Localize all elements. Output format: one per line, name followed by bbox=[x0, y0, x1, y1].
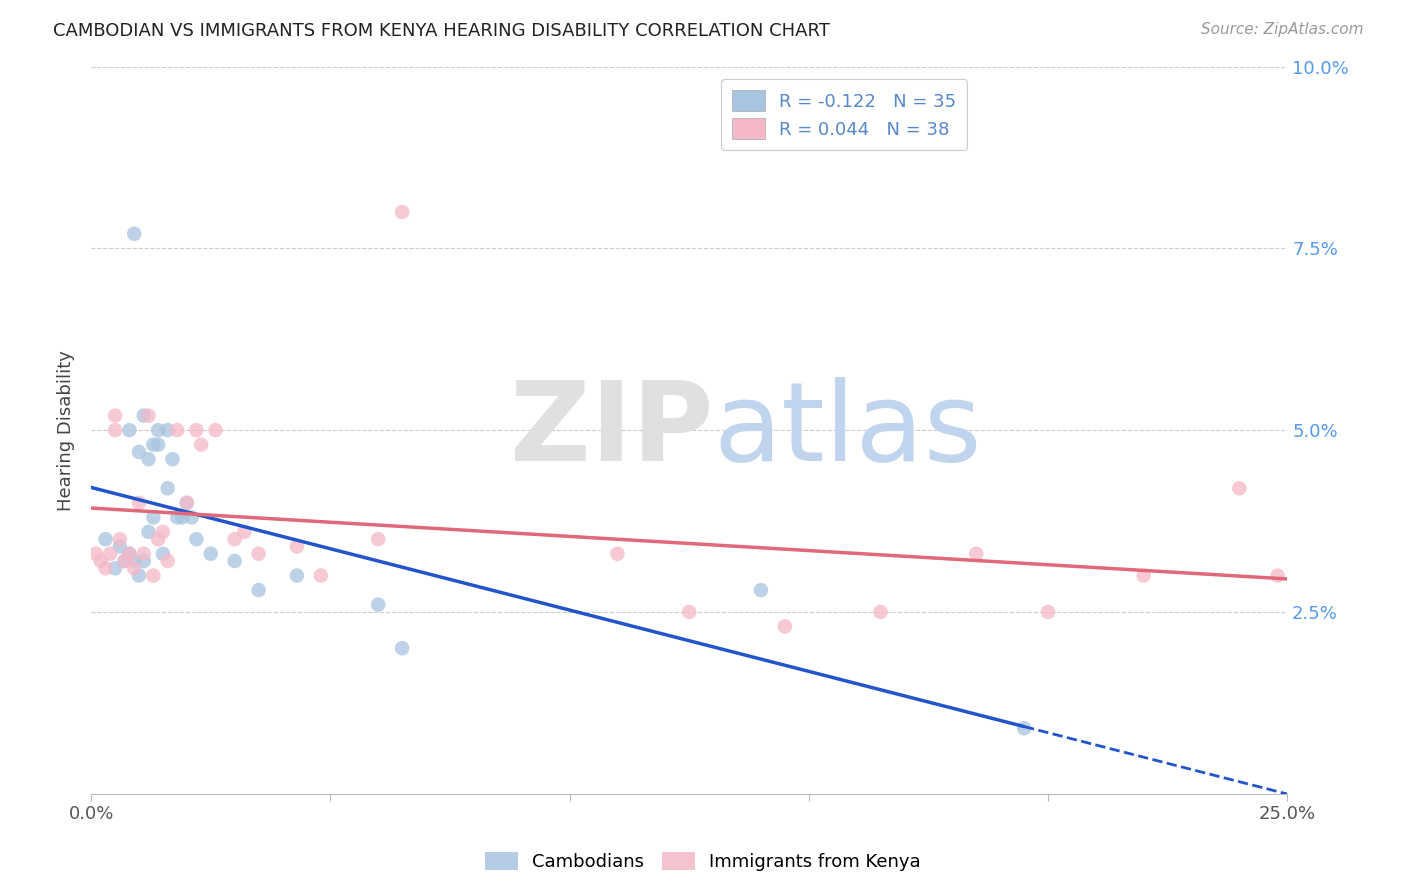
Cambodians bbox=[128, 568, 150, 582]
Cambodians bbox=[94, 532, 117, 546]
Immigrants from Kenya bbox=[204, 423, 226, 437]
Cambodians bbox=[1012, 721, 1035, 735]
Immigrants from Kenya bbox=[114, 554, 136, 568]
Cambodians bbox=[152, 547, 174, 561]
Cambodians bbox=[146, 438, 169, 452]
Cambodians bbox=[156, 423, 179, 437]
Cambodians bbox=[118, 423, 141, 437]
Cambodians bbox=[170, 510, 193, 524]
Immigrants from Kenya bbox=[156, 554, 179, 568]
Cambodians bbox=[132, 409, 155, 423]
Immigrants from Kenya bbox=[1036, 605, 1059, 619]
Cambodians bbox=[200, 547, 222, 561]
Immigrants from Kenya bbox=[309, 568, 332, 582]
Immigrants from Kenya bbox=[224, 532, 246, 546]
Cambodians bbox=[142, 510, 165, 524]
Text: atlas: atlas bbox=[713, 376, 981, 483]
Immigrants from Kenya bbox=[94, 561, 117, 575]
Cambodians bbox=[104, 561, 127, 575]
Immigrants from Kenya bbox=[606, 547, 628, 561]
Immigrants from Kenya bbox=[84, 547, 107, 561]
Legend: Cambodians, Immigrants from Kenya: Cambodians, Immigrants from Kenya bbox=[478, 845, 928, 879]
Cambodians bbox=[118, 547, 141, 561]
Text: Source: ZipAtlas.com: Source: ZipAtlas.com bbox=[1201, 22, 1364, 37]
Cambodians bbox=[146, 423, 169, 437]
Immigrants from Kenya bbox=[166, 423, 188, 437]
Text: CAMBODIAN VS IMMIGRANTS FROM KENYA HEARING DISABILITY CORRELATION CHART: CAMBODIAN VS IMMIGRANTS FROM KENYA HEARI… bbox=[53, 22, 831, 40]
Immigrants from Kenya bbox=[104, 409, 127, 423]
Immigrants from Kenya bbox=[104, 423, 127, 437]
Immigrants from Kenya bbox=[247, 547, 270, 561]
Y-axis label: Hearing Disability: Hearing Disability bbox=[58, 350, 75, 510]
Immigrants from Kenya bbox=[391, 205, 413, 219]
Cambodians bbox=[132, 554, 155, 568]
Immigrants from Kenya bbox=[138, 409, 160, 423]
Immigrants from Kenya bbox=[176, 496, 198, 510]
Cambodians bbox=[138, 452, 160, 467]
Immigrants from Kenya bbox=[1267, 568, 1289, 582]
Immigrants from Kenya bbox=[90, 554, 112, 568]
Immigrants from Kenya bbox=[132, 547, 155, 561]
Immigrants from Kenya bbox=[1227, 481, 1250, 495]
Immigrants from Kenya bbox=[1132, 568, 1154, 582]
Cambodians bbox=[180, 510, 202, 524]
Cambodians bbox=[142, 438, 165, 452]
Immigrants from Kenya bbox=[122, 561, 145, 575]
Cambodians bbox=[162, 452, 184, 467]
Immigrants from Kenya bbox=[190, 438, 212, 452]
Immigrants from Kenya bbox=[142, 568, 165, 582]
Cambodians bbox=[122, 554, 145, 568]
Cambodians bbox=[391, 641, 413, 656]
Immigrants from Kenya bbox=[186, 423, 208, 437]
Immigrants from Kenya bbox=[128, 496, 150, 510]
Immigrants from Kenya bbox=[965, 547, 987, 561]
Immigrants from Kenya bbox=[869, 605, 891, 619]
Immigrants from Kenya bbox=[773, 619, 796, 633]
Immigrants from Kenya bbox=[678, 605, 700, 619]
Cambodians bbox=[138, 524, 160, 539]
Cambodians bbox=[285, 568, 308, 582]
Immigrants from Kenya bbox=[285, 540, 308, 554]
Immigrants from Kenya bbox=[367, 532, 389, 546]
Immigrants from Kenya bbox=[108, 532, 131, 546]
Cambodians bbox=[367, 598, 389, 612]
Immigrants from Kenya bbox=[98, 547, 121, 561]
Cambodians bbox=[224, 554, 246, 568]
Cambodians bbox=[122, 227, 145, 241]
Cambodians bbox=[128, 445, 150, 459]
Cambodians bbox=[186, 532, 208, 546]
Immigrants from Kenya bbox=[233, 524, 256, 539]
Cambodians bbox=[156, 481, 179, 495]
Cambodians bbox=[749, 583, 772, 598]
Immigrants from Kenya bbox=[118, 547, 141, 561]
Cambodians bbox=[114, 554, 136, 568]
Cambodians bbox=[247, 583, 270, 598]
Immigrants from Kenya bbox=[152, 524, 174, 539]
Cambodians bbox=[176, 496, 198, 510]
Cambodians bbox=[166, 510, 188, 524]
Immigrants from Kenya bbox=[146, 532, 169, 546]
Text: ZIP: ZIP bbox=[510, 376, 713, 483]
Cambodians bbox=[108, 540, 131, 554]
Legend: R = -0.122   N = 35, R = 0.044   N = 38: R = -0.122 N = 35, R = 0.044 N = 38 bbox=[721, 79, 967, 150]
